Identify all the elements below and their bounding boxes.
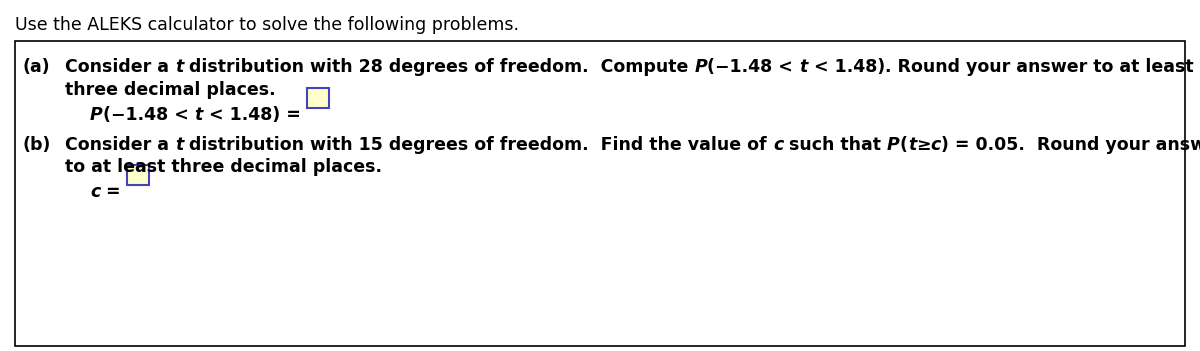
Text: c: c [90,183,101,201]
Text: (: ( [900,136,908,154]
Text: t: t [175,136,184,154]
Text: Consider a: Consider a [65,136,175,154]
Text: (−1.48 <: (−1.48 < [707,58,799,76]
Text: ) = 0.05.  Round your answer: ) = 0.05. Round your answer [941,136,1200,154]
Text: (a): (a) [22,58,49,76]
FancyBboxPatch shape [14,41,1186,346]
FancyBboxPatch shape [127,165,149,185]
Text: c: c [773,136,784,154]
Text: t: t [908,136,916,154]
Text: P: P [90,106,103,124]
Text: P: P [887,136,900,154]
Text: t: t [175,58,184,76]
FancyBboxPatch shape [307,88,329,108]
Text: distribution with 28 degrees of freedom.  Compute: distribution with 28 degrees of freedom.… [184,58,695,76]
Text: such that: such that [784,136,887,154]
Text: (b): (b) [22,136,50,154]
Text: < 1.48): < 1.48) [808,58,884,76]
Text: =: = [101,183,127,201]
Text: t: t [194,106,203,124]
Text: distribution with 15 degrees of freedom.  Find the value of: distribution with 15 degrees of freedom.… [184,136,773,154]
Text: P: P [695,58,707,76]
Text: . Round your answer to at least: . Round your answer to at least [884,58,1193,76]
Text: t: t [799,58,808,76]
Text: c: c [931,136,941,154]
Text: to at least three decimal places.: to at least three decimal places. [65,158,382,176]
Text: < 1.48) =: < 1.48) = [203,106,307,124]
Text: three decimal places.: three decimal places. [65,81,276,99]
Text: (−1.48 <: (−1.48 < [103,106,194,124]
Text: Consider a: Consider a [65,58,175,76]
Text: Use the ALEKS calculator to solve the following problems.: Use the ALEKS calculator to solve the fo… [14,16,520,34]
Text: ≥: ≥ [916,136,931,154]
